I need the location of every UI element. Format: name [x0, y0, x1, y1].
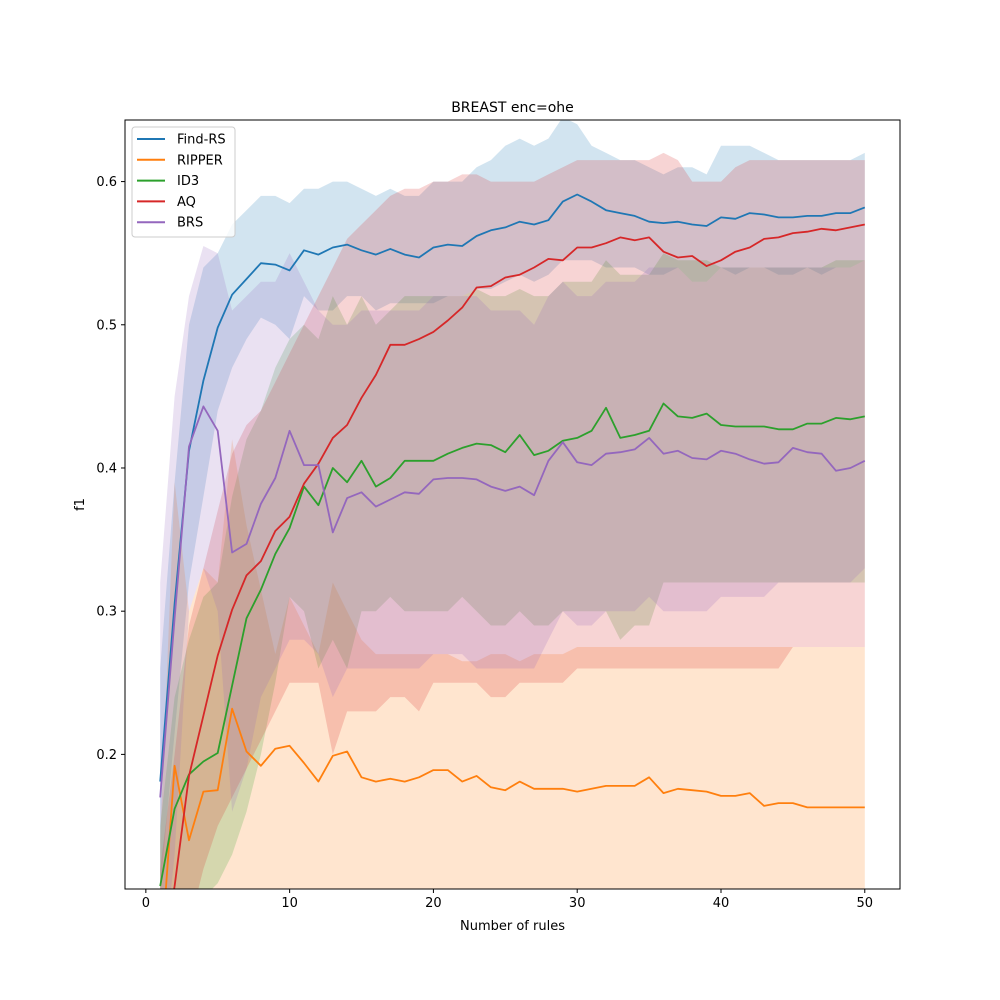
aq-line — [173, 223, 865, 889]
x-tick-label: 40 — [713, 896, 730, 911]
x-axis: 0 10 20 30 40 50 — [142, 889, 873, 911]
ripper-line — [164, 707, 865, 889]
legend-frame — [131, 126, 236, 238]
legend: Find-RS RIPPER ID3 AQ BRS — [131, 126, 236, 238]
x-tick-label: 20 — [425, 896, 442, 911]
legend-label-brs: BRS — [177, 216, 203, 231]
id3-band — [160, 253, 865, 889]
x-tick-label: 0 — [142, 896, 150, 911]
confidence-bands — [160, 120, 865, 889]
y-axis: 0.2 0.3 0.4 0.5 0.6 — [96, 175, 125, 763]
x-tick-label: 30 — [569, 896, 586, 911]
find-rs-band — [160, 120, 865, 889]
y-tick-label: 0.2 — [96, 748, 117, 763]
legend-label-find-rs: Find-RS — [177, 133, 226, 148]
plot-area-frame — [124, 119, 901, 890]
y-tick-label: 0.4 — [96, 461, 117, 476]
ripper-band — [160, 439, 865, 889]
x-tick-label: 50 — [856, 896, 873, 911]
legend-label-aq: AQ — [177, 195, 196, 210]
chart-title: BREAST enc=ohe — [451, 100, 574, 116]
series-lines — [159, 193, 866, 889]
x-axis-label: Number of rules — [460, 919, 565, 934]
legend-label-ripper: RIPPER — [177, 153, 223, 168]
brs-band — [160, 246, 865, 889]
find-rs-line — [159, 193, 866, 782]
x-tick-label: 10 — [281, 896, 298, 911]
id3-line — [159, 402, 865, 887]
y-tick-label: 0.5 — [96, 318, 117, 333]
y-tick-label: 0.6 — [96, 175, 117, 190]
legend-label-id3: ID3 — [177, 174, 199, 189]
aq-band — [160, 152, 865, 889]
brs-line — [159, 405, 866, 798]
y-axis-label: f1 — [73, 498, 88, 511]
y-tick-label: 0.3 — [96, 605, 117, 620]
